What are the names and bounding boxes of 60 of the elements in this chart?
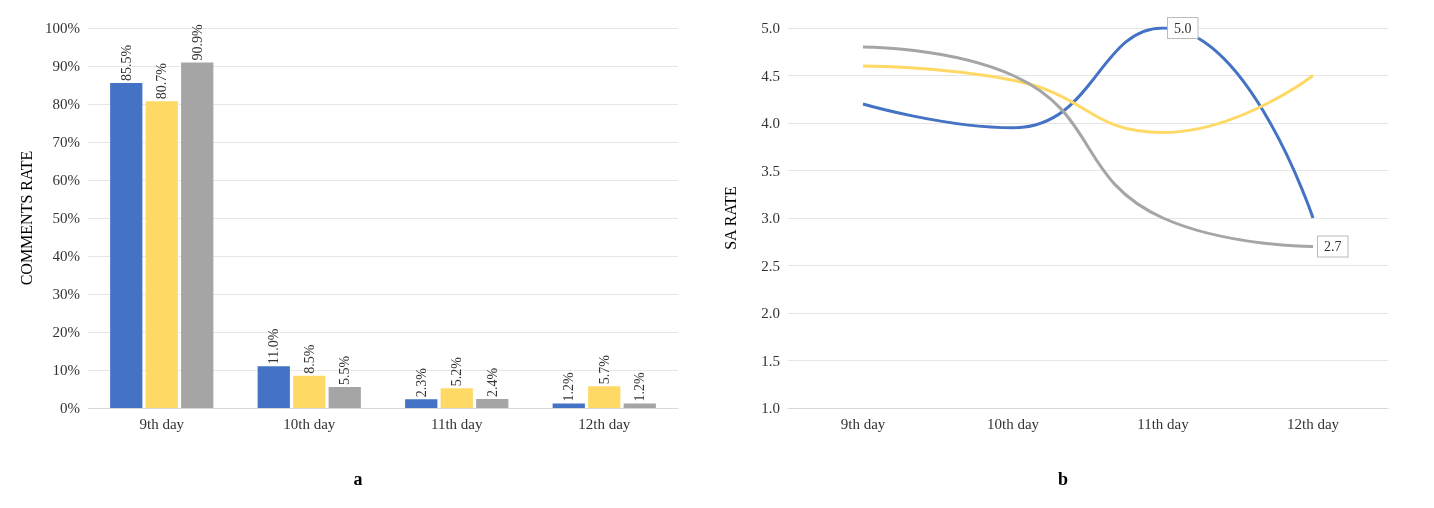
line-series [861, 45, 1315, 248]
y-tick-label: 20% [52, 324, 80, 340]
bar [552, 403, 585, 408]
bar [328, 387, 361, 408]
y-tick-label: 4.0 [761, 115, 780, 131]
y-tick-label: 1.0 [761, 400, 780, 416]
y-tick-label: 3.0 [761, 210, 780, 226]
data-label: 2.7 [1324, 239, 1342, 254]
y-tick-label: 0% [60, 400, 80, 416]
text: a [353, 469, 363, 489]
data-label: 2.4% [484, 367, 500, 397]
y-tick-label: 4.5 [761, 67, 780, 84]
y-axis-title: SA RATE [721, 186, 739, 250]
bar [440, 388, 473, 408]
y-tick-label: 30% [52, 286, 80, 302]
data-label: 5.5% [337, 355, 353, 386]
x-tick-label: 10th day [986, 415, 1040, 432]
data-label: 11.0% [266, 328, 282, 365]
x-tick-label: 9th day [840, 415, 886, 432]
bar [588, 386, 621, 408]
y-tick-label: 10% [52, 362, 80, 378]
x-tick-label: 12th day [1286, 415, 1340, 432]
bar [476, 398, 509, 408]
bar [181, 62, 214, 408]
y-tick-label: 90% [52, 58, 80, 74]
bar [623, 403, 656, 408]
data-label: 90.9% [189, 24, 205, 61]
data-label: 85.5% [118, 44, 134, 82]
data-label: 2.3% [413, 367, 429, 398]
data-label: 5.7% [596, 354, 612, 385]
data-label: 5.2% [449, 356, 465, 387]
bar [405, 399, 438, 408]
x-tick-label: 10th day [283, 415, 336, 432]
data-label: 5.0 [1174, 20, 1192, 36]
y-tick-label: 1.5 [761, 352, 780, 369]
bar [110, 83, 143, 408]
y-tick-label: 2.0 [761, 305, 780, 321]
y-tick-label: 70% [52, 134, 80, 150]
x-tick-label: 9th day [139, 415, 185, 432]
y-tick-label: 3.5 [761, 162, 780, 179]
bar [145, 101, 178, 408]
data-label: 80.7% [154, 62, 170, 100]
y-tick-label: 80% [52, 96, 80, 112]
data-label: 1.2% [632, 371, 648, 402]
bar [293, 375, 326, 408]
x-tick-label: 11th day [1137, 415, 1190, 432]
y-tick-label: 5.0 [761, 20, 780, 36]
line-series [861, 64, 1315, 134]
y-tick-label: 50% [52, 210, 80, 226]
bar [257, 366, 290, 408]
y-tick-label: 60% [52, 172, 80, 188]
x-tick-label: 11th day [430, 415, 483, 432]
y-tick-label: 40% [52, 248, 80, 264]
x-tick-label: 12th day [578, 415, 631, 432]
data-label: 8.5% [301, 344, 317, 374]
text: b [1057, 469, 1069, 489]
data-label: 1.2% [561, 371, 577, 402]
y-tick-label: 2.5 [761, 257, 780, 274]
y-axis-title: COMMENTS RATE [17, 150, 35, 286]
y-tick-label: 100% [45, 20, 80, 36]
